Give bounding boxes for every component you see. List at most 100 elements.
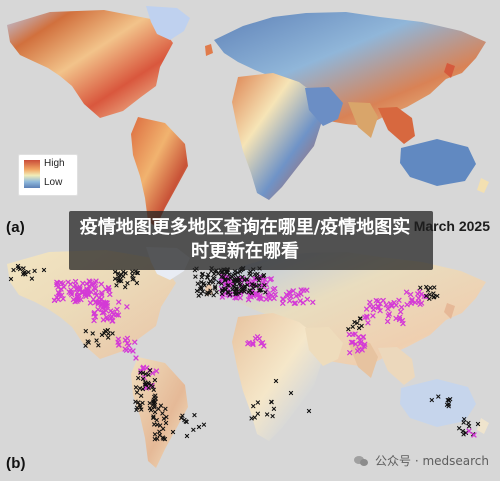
legend-gradient-bar	[24, 160, 40, 188]
pink-cross-marker	[245, 297, 252, 303]
panel-a-label: (a)	[6, 219, 25, 236]
black-cross-marker	[96, 343, 101, 348]
arabia-light-map	[305, 327, 343, 366]
black-cross-marker	[427, 296, 432, 301]
pink-cross-marker	[77, 284, 83, 290]
pink-cross-marker	[72, 282, 78, 288]
black-cross-marker	[83, 328, 88, 334]
black-cross-marker	[147, 405, 153, 411]
black-cross-marker	[432, 294, 437, 300]
black-cross-marker	[432, 285, 437, 290]
pink-cross-marker	[304, 287, 310, 293]
black-cross-marker	[160, 426, 166, 431]
pink-cross-marker	[74, 290, 80, 296]
pink-cross-marker	[271, 295, 277, 301]
pink-cross-marker	[83, 293, 89, 300]
black-cross-marker	[425, 288, 431, 293]
pink-cross-marker	[74, 285, 80, 292]
pink-cross-marker	[352, 341, 359, 347]
source-watermark: 公众号 · medsearch	[354, 452, 489, 469]
black-cross-marker	[232, 269, 238, 274]
black-cross-marker	[269, 399, 274, 404]
black-cross-marker	[125, 280, 130, 286]
black-cross-marker	[251, 286, 256, 291]
australia-high-map	[400, 139, 476, 186]
black-cross-marker	[211, 293, 216, 298]
pink-cross-marker	[361, 343, 367, 349]
pink-cross-marker	[310, 299, 316, 305]
pink-cross-marker	[264, 287, 270, 293]
pink-cross-marker	[86, 278, 92, 284]
pink-cross-marker	[290, 288, 296, 294]
black-cross-marker	[222, 278, 228, 283]
black-cross-marker	[236, 281, 242, 287]
pink-cross-marker	[257, 293, 263, 299]
black-cross-marker	[460, 428, 465, 434]
black-cross-marker	[161, 416, 167, 421]
black-cross-marker	[193, 274, 198, 279]
pink-cross-marker	[298, 291, 304, 297]
pink-cross-marker	[252, 291, 258, 297]
pink-cross-marker	[232, 294, 238, 301]
black-cross-marker	[429, 397, 434, 403]
black-cross-marker	[254, 283, 259, 289]
pink-cross-marker	[104, 316, 110, 322]
black-cross-marker	[154, 417, 159, 423]
black-cross-marker	[273, 378, 279, 384]
pink-cross-marker	[280, 300, 286, 306]
black-cross-marker	[8, 276, 14, 282]
black-cross-marker	[264, 412, 270, 417]
black-cross-marker	[106, 335, 111, 340]
pink-cross-marker	[115, 336, 121, 342]
pink-cross-marker	[370, 313, 376, 319]
black-cross-marker	[231, 273, 236, 278]
black-cross-marker	[146, 372, 151, 377]
black-cross-marker	[152, 437, 157, 442]
pink-cross-marker	[288, 294, 294, 300]
black-cross-marker	[466, 420, 471, 426]
black-cross-marker	[152, 377, 158, 383]
black-cross-marker	[26, 270, 31, 275]
pink-cross-marker	[416, 289, 423, 295]
black-cross-marker	[248, 269, 253, 274]
black-cross-marker	[201, 422, 207, 427]
europe-asia-light-map	[214, 252, 486, 367]
wechat-icon	[354, 455, 369, 467]
pink-cross-marker	[124, 304, 130, 310]
black-cross-marker	[208, 288, 213, 293]
pink-cross-marker	[412, 299, 418, 306]
black-cross-marker	[209, 268, 214, 274]
pink-cross-marker	[86, 283, 92, 289]
black-cross-marker	[242, 277, 247, 283]
pink-cross-marker	[115, 312, 122, 318]
pink-cross-marker	[88, 289, 94, 295]
black-cross-marker	[163, 406, 168, 411]
black-cross-marker	[235, 270, 240, 275]
pink-cross-marker	[364, 314, 370, 320]
black-cross-marker	[202, 283, 207, 288]
black-cross-marker	[134, 390, 140, 395]
pink-cross-marker	[114, 306, 120, 313]
pink-cross-marker	[91, 310, 98, 316]
black-cross-marker	[121, 269, 126, 274]
black-cross-marker	[457, 426, 462, 431]
black-cross-marker	[270, 413, 275, 419]
pink-cross-marker	[377, 308, 383, 314]
black-cross-marker	[427, 292, 432, 297]
black-cross-marker	[216, 271, 221, 276]
southeast-asia-high-map	[378, 107, 415, 144]
panel-a: High Low (a)	[0, 6, 500, 241]
black-cross-marker	[216, 280, 221, 285]
pink-cross-marker	[403, 289, 410, 295]
pink-cross-marker	[298, 287, 304, 293]
black-cross-marker	[157, 429, 162, 434]
black-cross-marker	[134, 270, 139, 275]
pink-cross-marker	[91, 285, 97, 291]
black-cross-marker	[116, 274, 121, 279]
pink-cross-marker	[297, 298, 303, 304]
black-cross-marker	[11, 267, 16, 273]
pink-cross-marker	[262, 276, 268, 283]
black-cross-marker	[359, 323, 364, 329]
pink-cross-marker	[60, 296, 66, 302]
